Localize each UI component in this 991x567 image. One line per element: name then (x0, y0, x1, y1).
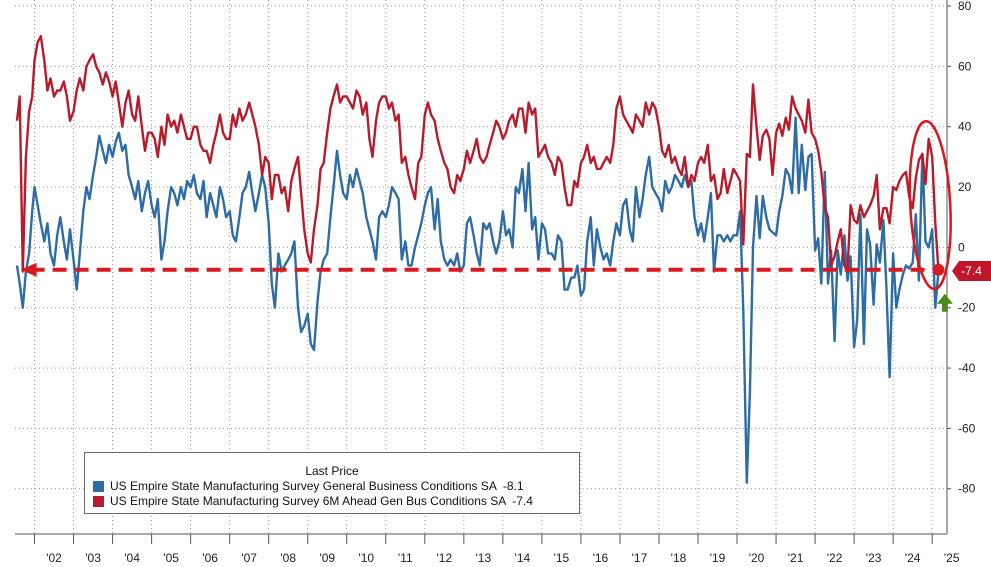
gridlines (15, 0, 947, 534)
x-tick-label: '19 (710, 551, 726, 565)
x-tick-label: '24 (905, 551, 921, 565)
x-tick-label: '10 (358, 551, 374, 565)
series-line-6m-ahead (15, 35, 940, 273)
x-tick-label: '21 (788, 551, 804, 565)
legend-title: Last Price (305, 464, 359, 478)
legend-series-name: US Empire State Manufacturing Survey Gen… (110, 479, 497, 493)
x-tick-label: '14 (515, 551, 531, 565)
legend-swatch-red (93, 496, 104, 507)
x-tick-label: '11 (398, 551, 413, 565)
axes: 80 60 40 20 0 -20 -40 -60 -80 '02 '03 '04 '05 '06 '07 '… (15, 0, 976, 565)
legend-item-general-business: US Empire State Manufacturing Survey Gen… (85, 479, 579, 494)
y-tick-label: 0 (958, 240, 965, 254)
up-arrow-icon (936, 293, 953, 312)
y-tick-label: -20 (958, 301, 976, 315)
last-value-tag: -7.4 (952, 261, 991, 281)
x-tick-label: '23 (866, 551, 882, 565)
x-tick-label: '17 (632, 551, 648, 565)
x-tick-label: '12 (436, 551, 452, 565)
x-tick-label: '20 (749, 551, 765, 565)
legend: Last Price US Empire State Manufacturing… (84, 452, 580, 514)
x-tick-label: '18 (671, 551, 687, 565)
x-tick-label: '02 (46, 551, 62, 565)
x-tick-label: '07 (241, 551, 257, 565)
y-tick-label: 80 (958, 0, 972, 13)
y-tick-label: 40 (958, 120, 972, 134)
x-tick-label: '16 (593, 551, 609, 565)
annotations (20, 120, 953, 312)
highlight-ellipse (908, 120, 952, 291)
y-tick-label: -40 (958, 361, 976, 375)
x-tick-label: '25 (944, 551, 960, 565)
x-tick-label: '09 (319, 551, 335, 565)
series-lines (15, 35, 940, 484)
y-tick-label: -80 (958, 482, 976, 496)
x-tick-label: '06 (202, 551, 218, 565)
y-tick-label: -60 (958, 421, 976, 435)
x-tick-label: '15 (554, 551, 570, 565)
left-arrow-icon (20, 262, 37, 277)
x-tick-label: '05 (163, 551, 179, 565)
legend-swatch-blue (93, 481, 104, 492)
legend-series-value: -7.4 (512, 494, 533, 508)
legend-series-value: -8.1 (502, 479, 524, 493)
y-tick-label: 20 (958, 180, 972, 194)
legend-series-name: US Empire State Manufacturing Survey 6M … (110, 494, 507, 508)
endpoint-dot (932, 263, 945, 276)
x-tick-label: '03 (85, 551, 101, 565)
x-tick-label: '22 (827, 551, 843, 565)
x-tick-label: '04 (124, 551, 140, 565)
x-tick-label: '13 (476, 551, 492, 565)
legend-item-6m-ahead: US Empire State Manufacturing Survey 6M … (85, 494, 579, 509)
plot-background (15, 0, 947, 534)
y-tick-label: 60 (958, 59, 972, 73)
series-line-general-business (15, 116, 940, 484)
x-tick-label: '08 (280, 551, 296, 565)
